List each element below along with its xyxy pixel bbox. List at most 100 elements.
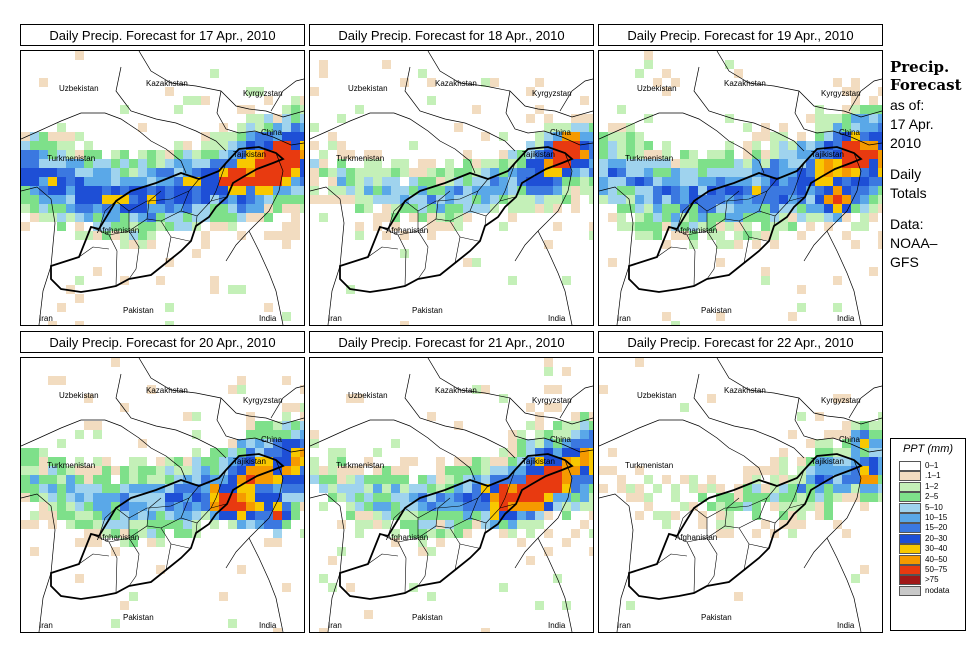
map-label-iran: Iran bbox=[39, 621, 53, 630]
map-label-afghanistan: Afghanistan bbox=[675, 533, 717, 542]
map-label-kyrgyzstan: Kyrgyzstan bbox=[821, 89, 861, 98]
country-borders bbox=[21, 51, 304, 325]
forecast-panel-apr20: Daily Precip. Forecast for 20 Apr., 2010… bbox=[20, 331, 305, 633]
map-label-kazakhstan: Kazakhstan bbox=[435, 79, 477, 88]
province-boundaries bbox=[656, 469, 805, 594]
panel-title: Daily Precip. Forecast for 17 Apr., 2010 bbox=[20, 24, 305, 46]
map-label-iran: Iran bbox=[617, 314, 631, 323]
side-title-line2: Forecast bbox=[890, 76, 962, 94]
panel-title: Daily Precip. Forecast for 18 Apr., 2010 bbox=[309, 24, 594, 46]
map-label-pakistan: Pakistan bbox=[412, 306, 443, 315]
legend-title: PPT (mm) bbox=[902, 443, 954, 455]
map-label-tajikistan: Tajikistan bbox=[811, 150, 844, 159]
map-label-tajikistan: Tajikistan bbox=[811, 457, 844, 466]
legend-swatch bbox=[899, 512, 921, 523]
map-label-afghanistan: Afghanistan bbox=[97, 533, 139, 542]
legend-label: 5–10 bbox=[925, 502, 943, 512]
precip-map: Uzbekistan Kazakhstan Kyrgyzstan Turkmenist… bbox=[20, 50, 305, 326]
legend-item: 2–5 bbox=[891, 492, 965, 503]
afghanistan-outline bbox=[628, 453, 863, 600]
precip-cells bbox=[599, 358, 882, 610]
map-label-kyrgyzstan: Kyrgyzstan bbox=[243, 396, 283, 405]
legend-swatch bbox=[899, 544, 921, 555]
legend-label: 0–1 bbox=[925, 461, 939, 470]
map-label-tajikistan: Tajikistan bbox=[233, 150, 266, 159]
country-borders bbox=[21, 358, 304, 632]
province-boundaries bbox=[78, 162, 227, 287]
afghanistan-outline bbox=[50, 453, 285, 600]
map-label-afghanistan: Afghanistan bbox=[97, 226, 139, 235]
map-label-china: China bbox=[550, 435, 571, 444]
legend-label: 10–15 bbox=[925, 512, 948, 522]
precip-legend: PPT (mm) 0–1.1–1 1–2 2–5 5–10 10–15 15–20 20–3… bbox=[890, 438, 966, 631]
map-label-india: India bbox=[837, 314, 855, 323]
forecast-panel-apr18: Daily Precip. Forecast for 18 Apr., 2010… bbox=[309, 24, 594, 326]
map-label-tajikistan: Tajikistan bbox=[522, 150, 555, 159]
map-label-turkmenistan: Turkmenistan bbox=[336, 154, 384, 163]
country-borders bbox=[599, 358, 882, 632]
precip-map: Uzbekistan Kazakhstan Kyrgyzstan Turkmenist… bbox=[20, 357, 305, 633]
map-label-turkmenistan: Turkmenistan bbox=[625, 461, 673, 470]
legend-item: 40–50 bbox=[891, 554, 965, 565]
data-source-line2: NOAA– bbox=[890, 235, 938, 251]
map-label-kazakhstan: Kazakhstan bbox=[724, 386, 766, 395]
legend-item: 5–10 bbox=[891, 502, 965, 513]
totals-line1: Daily bbox=[890, 166, 922, 182]
legend-swatch bbox=[899, 575, 921, 586]
precip-map: Uzbekistan Kazakhstan Kyrgyzstan Turkmenist… bbox=[598, 50, 883, 326]
map-label-iran: Iran bbox=[39, 314, 53, 323]
legend-label: 1–2 bbox=[925, 481, 939, 491]
map-label-india: India bbox=[548, 314, 566, 323]
asof-date-line2: 2010 bbox=[890, 135, 922, 151]
legend-label: 2–5 bbox=[925, 492, 939, 502]
legend-swatch bbox=[899, 461, 921, 471]
map-label-pakistan: Pakistan bbox=[701, 306, 732, 315]
map-label-india: India bbox=[837, 621, 855, 630]
legend-label: >75 bbox=[925, 575, 939, 585]
legend-item: 0–1 bbox=[891, 461, 965, 471]
legend-swatch bbox=[899, 533, 921, 544]
province-boundaries bbox=[656, 162, 805, 287]
map-label-pakistan: Pakistan bbox=[123, 613, 154, 622]
map-label-uzbekistan: Uzbekistan bbox=[348, 84, 388, 93]
map-label-china: China bbox=[261, 128, 282, 137]
map-label-turkmenistan: Turkmenistan bbox=[47, 154, 95, 163]
panel-title: Daily Precip. Forecast for 22 Apr., 2010 bbox=[598, 331, 883, 353]
country-borders bbox=[310, 358, 593, 632]
panel-title: Daily Precip. Forecast for 20 Apr., 2010 bbox=[20, 331, 305, 353]
legend-swatch bbox=[899, 585, 921, 596]
data-source-line1: Data: bbox=[890, 216, 924, 232]
map-label-kyrgyzstan: Kyrgyzstan bbox=[532, 89, 572, 98]
legend-label: .1–1 bbox=[925, 471, 941, 481]
map-label-china: China bbox=[261, 435, 282, 444]
totals-line2: Totals bbox=[890, 185, 927, 201]
legend-label: 50–75 bbox=[925, 564, 948, 574]
asof-date-line1: 17 Apr. bbox=[890, 116, 934, 132]
map-label-afghanistan: Afghanistan bbox=[386, 226, 428, 235]
map-label-uzbekistan: Uzbekistan bbox=[59, 391, 99, 400]
province-boundaries bbox=[367, 162, 516, 287]
side-title-line1: Precip. bbox=[890, 58, 950, 76]
legend-swatch bbox=[899, 523, 921, 534]
country-borders bbox=[599, 51, 882, 325]
panel-title: Daily Precip. Forecast for 19 Apr., 2010 bbox=[598, 24, 883, 46]
map-label-turkmenistan: Turkmenistan bbox=[336, 461, 384, 470]
map-label-china: China bbox=[839, 128, 860, 137]
legend-swatch bbox=[899, 481, 921, 492]
map-label-tajikistan: Tajikistan bbox=[522, 457, 555, 466]
legend-swatch bbox=[899, 564, 921, 575]
legend-swatch bbox=[899, 502, 921, 513]
map-label-turkmenistan: Turkmenistan bbox=[47, 461, 95, 470]
map-label-kazakhstan: Kazakhstan bbox=[724, 79, 766, 88]
map-label-uzbekistan: Uzbekistan bbox=[59, 84, 99, 93]
map-label-india: India bbox=[259, 621, 277, 630]
map-label-uzbekistan: Uzbekistan bbox=[348, 391, 388, 400]
legend-item: 1–2 bbox=[891, 481, 965, 492]
legend-item: .1–1 bbox=[891, 471, 965, 482]
legend-label: 30–40 bbox=[925, 544, 948, 554]
map-label-uzbekistan: Uzbekistan bbox=[637, 391, 677, 400]
map-label-afghanistan: Afghanistan bbox=[675, 226, 717, 235]
afghanistan-outline bbox=[628, 146, 863, 293]
legend-label: nodata bbox=[925, 585, 950, 595]
afghanistan-outline bbox=[339, 453, 574, 600]
